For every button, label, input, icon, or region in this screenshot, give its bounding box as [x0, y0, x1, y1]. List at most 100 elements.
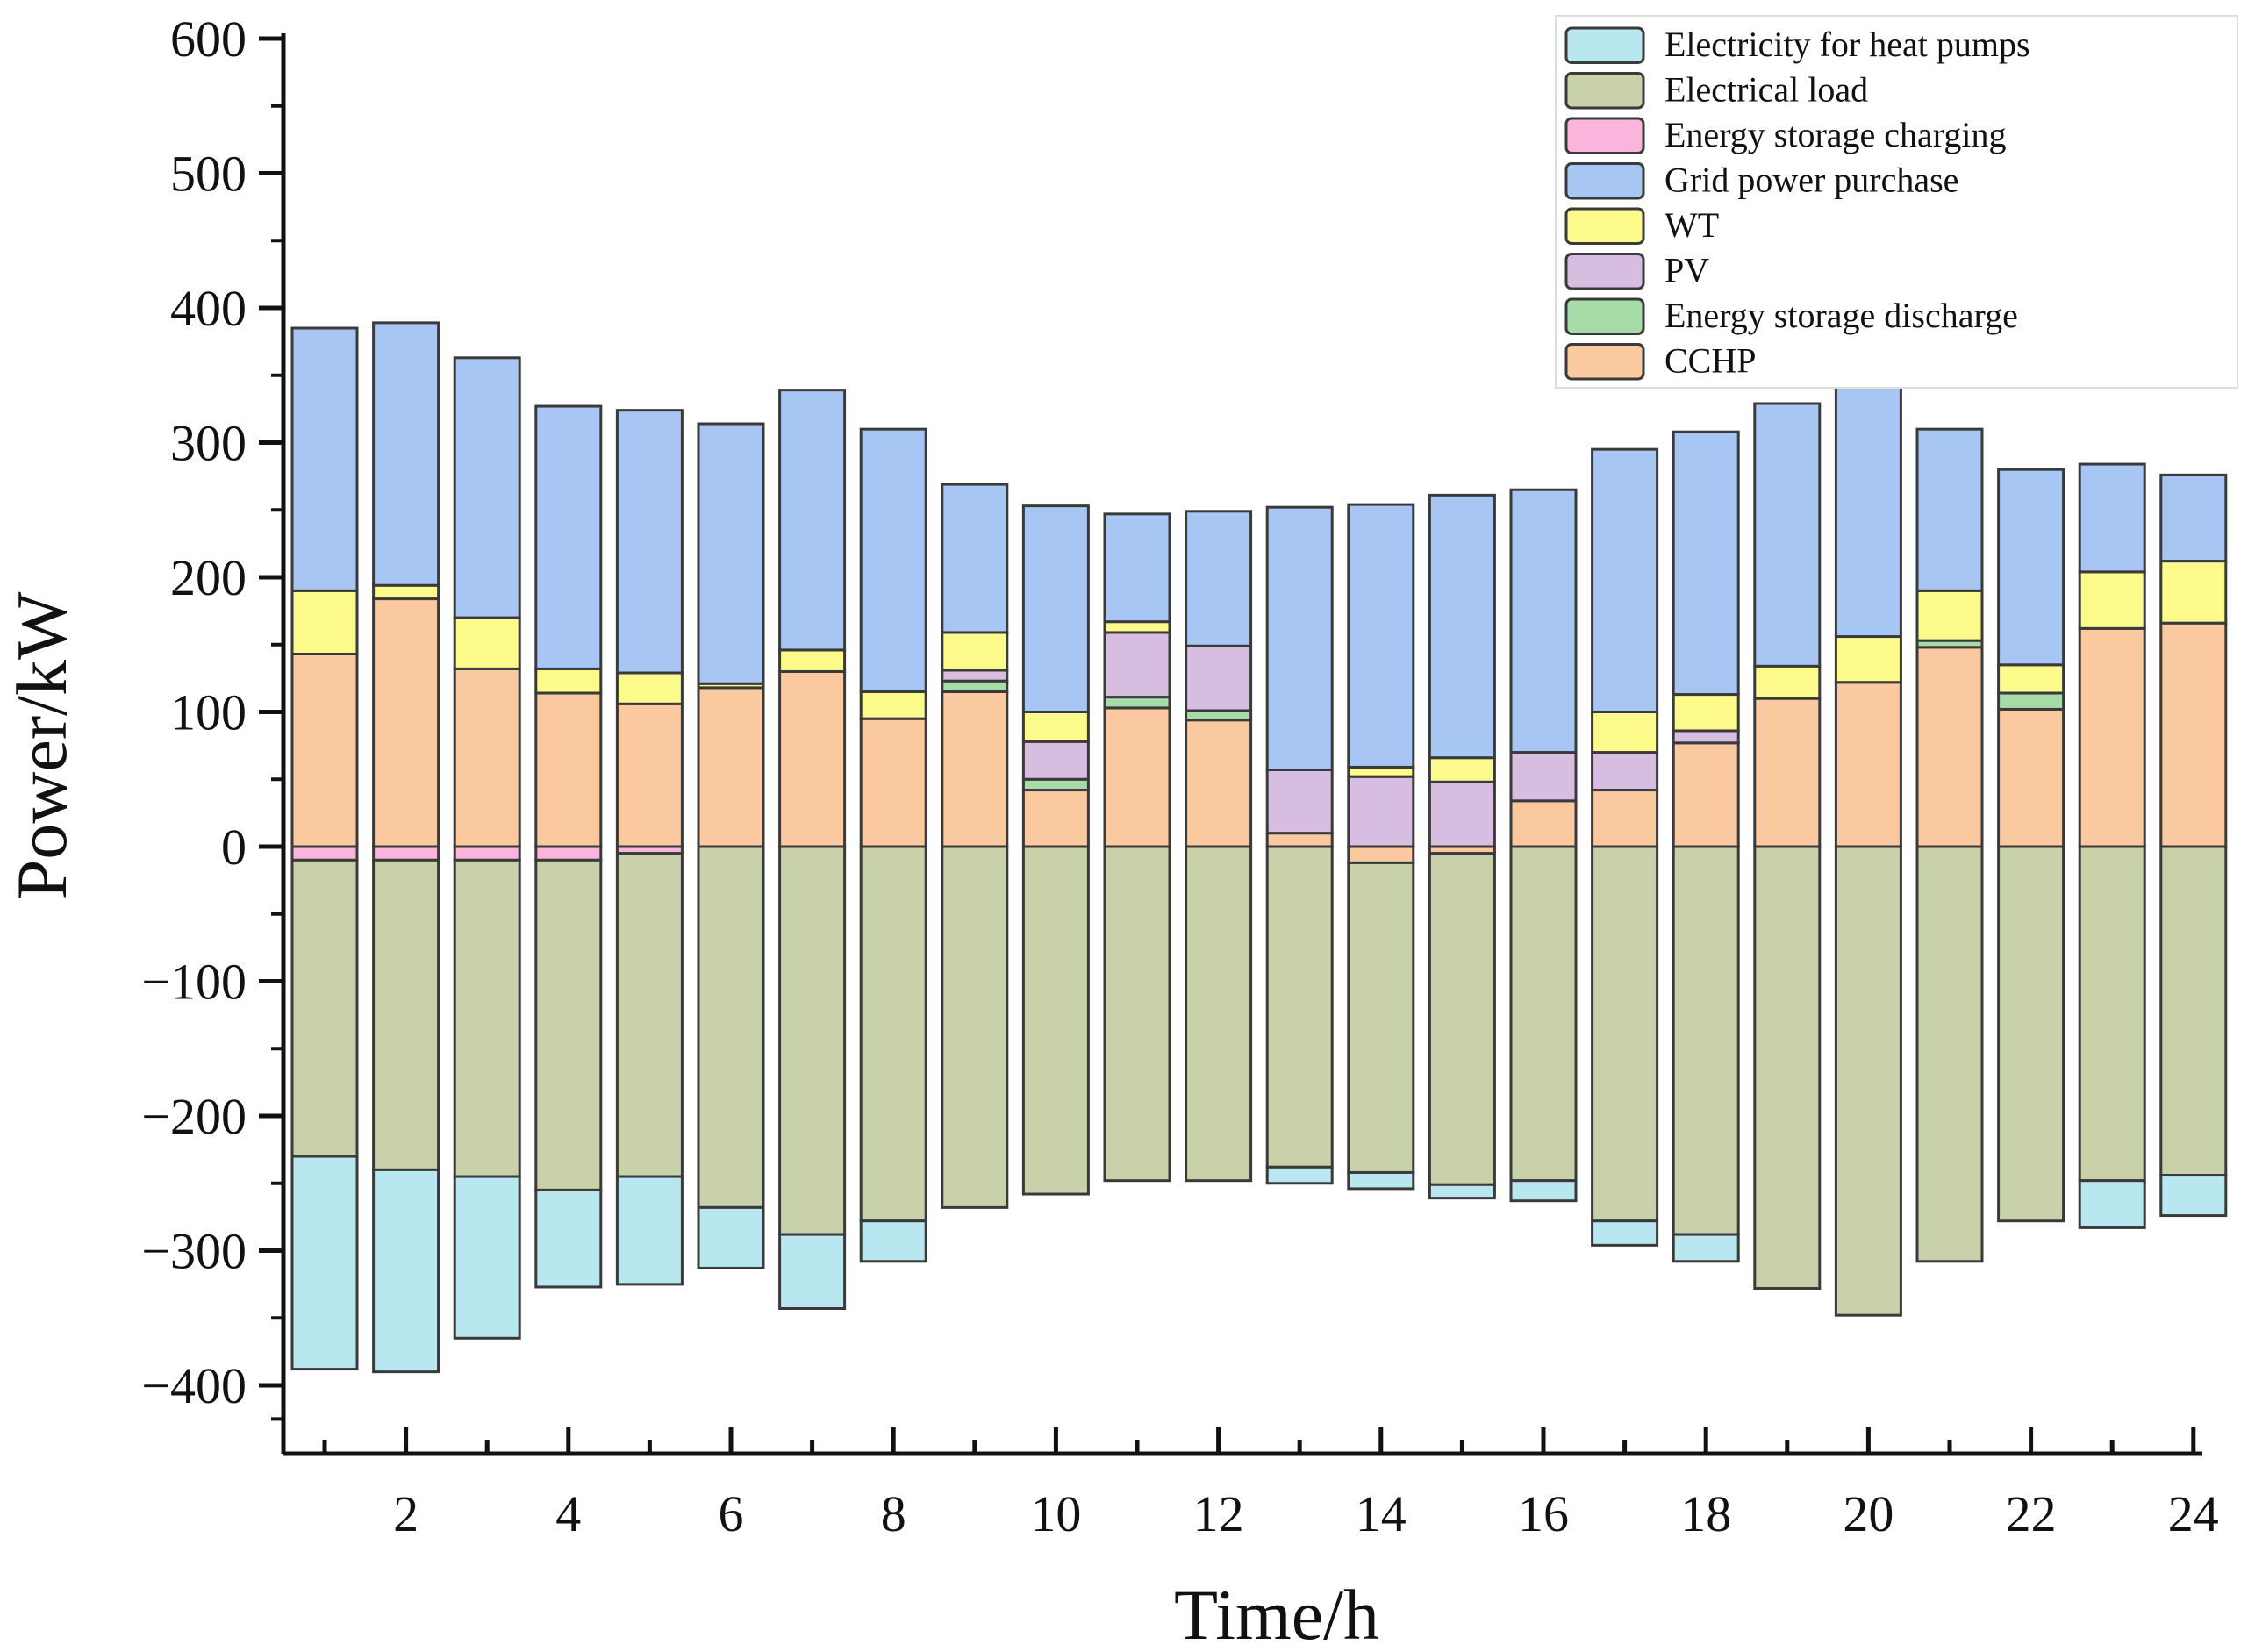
- bar-segment: [1915, 427, 1984, 592]
- bar-segment: [1834, 372, 1902, 639]
- bar-segment: [2078, 626, 2146, 848]
- bar-segment: [697, 845, 765, 1209]
- bar-segment: [1428, 493, 1496, 760]
- bar-segment: [1591, 1219, 1659, 1247]
- legend-swatch: [1564, 26, 1645, 64]
- bar-segment: [1834, 681, 1902, 848]
- bar-segment: [290, 858, 359, 1158]
- legend-label: Grid power purchase: [1665, 161, 1958, 200]
- y-axis-title: Power/kW: [2, 591, 82, 899]
- bar-segment: [859, 690, 927, 720]
- bar-segment: [1997, 707, 2065, 848]
- bar-segment: [1021, 711, 1090, 743]
- bar-segment: [1591, 711, 1659, 754]
- bar-segment: [1591, 845, 1659, 1223]
- bar-segment: [1509, 751, 1578, 803]
- bar-segment: [2159, 621, 2228, 848]
- bar-segment: [372, 597, 440, 848]
- bar-segment: [372, 583, 440, 601]
- legend-label: PV: [1665, 251, 1709, 290]
- bar-segment: [1103, 512, 1171, 624]
- bar-segment: [1753, 402, 1822, 668]
- bar-segment: [453, 667, 521, 848]
- bar-segment: [1915, 646, 1984, 848]
- bar-segment: [1265, 505, 1334, 772]
- bar-segment: [1347, 861, 1415, 1174]
- x-tick-label: 2: [393, 1485, 419, 1542]
- bar-segment: [1347, 503, 1415, 769]
- bar-segment: [453, 1175, 521, 1340]
- bar-segment: [778, 389, 847, 652]
- y-tick-label: −200: [141, 1088, 247, 1145]
- bar-segment: [778, 669, 847, 848]
- bar-segment: [1997, 663, 2065, 695]
- y-tick-label: 200: [170, 549, 247, 606]
- bar-segment: [1428, 852, 1496, 1186]
- bar-segment: [290, 589, 359, 655]
- bar-segment: [615, 852, 684, 1178]
- legend-label: Energy storage discharge: [1665, 296, 2018, 335]
- bar-segment: [1672, 741, 1740, 848]
- bar-segment: [1265, 832, 1334, 848]
- bar-segment: [534, 667, 603, 695]
- y-tick-label: 400: [170, 280, 247, 337]
- x-tick-label: 4: [555, 1485, 581, 1542]
- legend-swatch: [1564, 343, 1645, 381]
- bar-segment: [1672, 729, 1740, 745]
- bar-segment: [2078, 1179, 2146, 1229]
- legend-label: Energy storage charging: [1665, 115, 2007, 154]
- bar-segment: [2159, 473, 2228, 563]
- legend-label: Electricity for heat pumps: [1665, 25, 2030, 64]
- bar-segment: [290, 652, 359, 848]
- y-tick-label: 100: [170, 684, 247, 741]
- bar-segment: [1347, 845, 1415, 864]
- bar-segment: [290, 845, 359, 862]
- bar-segment: [2159, 845, 2228, 1177]
- bar-segment: [859, 717, 927, 848]
- bar-segment: [453, 616, 521, 670]
- legend-swatch: [1564, 162, 1645, 200]
- legend-label: CCHP: [1665, 341, 1757, 381]
- x-tick-label: 16: [1518, 1485, 1569, 1542]
- bar-segment: [1185, 709, 1253, 722]
- legend-label: Electrical load: [1665, 70, 1868, 110]
- bar-segment: [1509, 845, 1578, 1183]
- bar-segment: [2159, 1174, 2228, 1218]
- bar-segment: [453, 845, 521, 862]
- bar-segment: [1347, 765, 1415, 778]
- bar-segment: [1997, 468, 2065, 667]
- bar-segment: [1103, 696, 1171, 710]
- bar-segment: [1672, 1233, 1740, 1263]
- bar-segment: [372, 858, 440, 1171]
- bar-segment: [290, 1155, 359, 1371]
- bar-segment: [1347, 775, 1415, 848]
- bar-segment: [534, 845, 603, 862]
- x-tick-label: 20: [1843, 1485, 1894, 1542]
- bar-segment: [1428, 1183, 1496, 1200]
- bar-segment: [697, 422, 765, 685]
- bar-segment: [941, 690, 1009, 848]
- bar-segment: [1347, 1170, 1415, 1191]
- bar-segment: [778, 648, 847, 673]
- x-tick-label: 10: [1030, 1485, 1081, 1542]
- x-tick-label: 12: [1193, 1485, 1244, 1542]
- y-tick-label: 500: [170, 146, 247, 203]
- bar-segment: [1185, 845, 1253, 1183]
- y-tick-label: −300: [141, 1223, 247, 1280]
- bar-segment: [534, 858, 603, 1191]
- bar-segment: [1103, 631, 1171, 699]
- bar-segment: [1185, 719, 1253, 848]
- bar-segment: [859, 845, 927, 1223]
- bar-segment: [1591, 447, 1659, 713]
- legend-swatch: [1564, 117, 1645, 154]
- bar-segment: [1021, 777, 1090, 792]
- bar-segment: [941, 483, 1009, 634]
- bar-segment: [2159, 560, 2228, 625]
- bar-segment: [941, 669, 1009, 683]
- x-tick-label: 14: [1356, 1485, 1407, 1542]
- bar-segment: [1428, 756, 1496, 783]
- bar-segment: [453, 858, 521, 1178]
- bar-segment: [453, 356, 521, 619]
